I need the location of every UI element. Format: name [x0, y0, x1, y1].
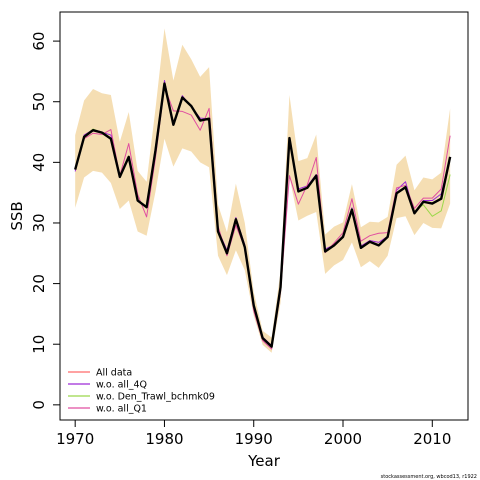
series-layer — [74, 80, 452, 350]
y-tick-label: 50 — [30, 92, 48, 111]
y-tick-label: 20 — [30, 274, 48, 293]
x-tick-label: 1970 — [56, 430, 94, 448]
confidence-band-layer — [75, 28, 451, 353]
x-axis-title: Year — [247, 452, 281, 470]
y-axis-title: SSB — [8, 201, 26, 230]
x-tick-label: 1980 — [145, 430, 183, 448]
footnote: stockassessment.org, wbcod13, r1922 — [381, 474, 477, 480]
legend-label: w.o. Den_Trawl_bchmk09 — [96, 392, 215, 403]
legend-label: w.o. all_Q1 — [96, 404, 147, 415]
x-tick-label: 2010 — [413, 430, 451, 448]
y-tick-label: 0 — [30, 400, 48, 410]
x-axis: 1970 1980 1990 2000 2010 — [56, 420, 451, 448]
x-tick-label: 2000 — [324, 430, 362, 448]
y-axis: 0 10 20 30 40 50 60 — [30, 32, 60, 410]
x-tick-label: 1990 — [235, 430, 273, 448]
y-tick-label: 10 — [30, 335, 48, 354]
plot-border — [59, 11, 469, 421]
series-line-all-data — [74, 82, 452, 348]
confidence-band — [75, 28, 451, 353]
y-tick-label: 30 — [30, 213, 48, 232]
legend-label: w.o. all_4Q — [96, 380, 147, 391]
legend-label: All data — [96, 368, 132, 379]
y-tick-label: 40 — [30, 153, 48, 172]
y-tick-label: 60 — [30, 32, 48, 51]
